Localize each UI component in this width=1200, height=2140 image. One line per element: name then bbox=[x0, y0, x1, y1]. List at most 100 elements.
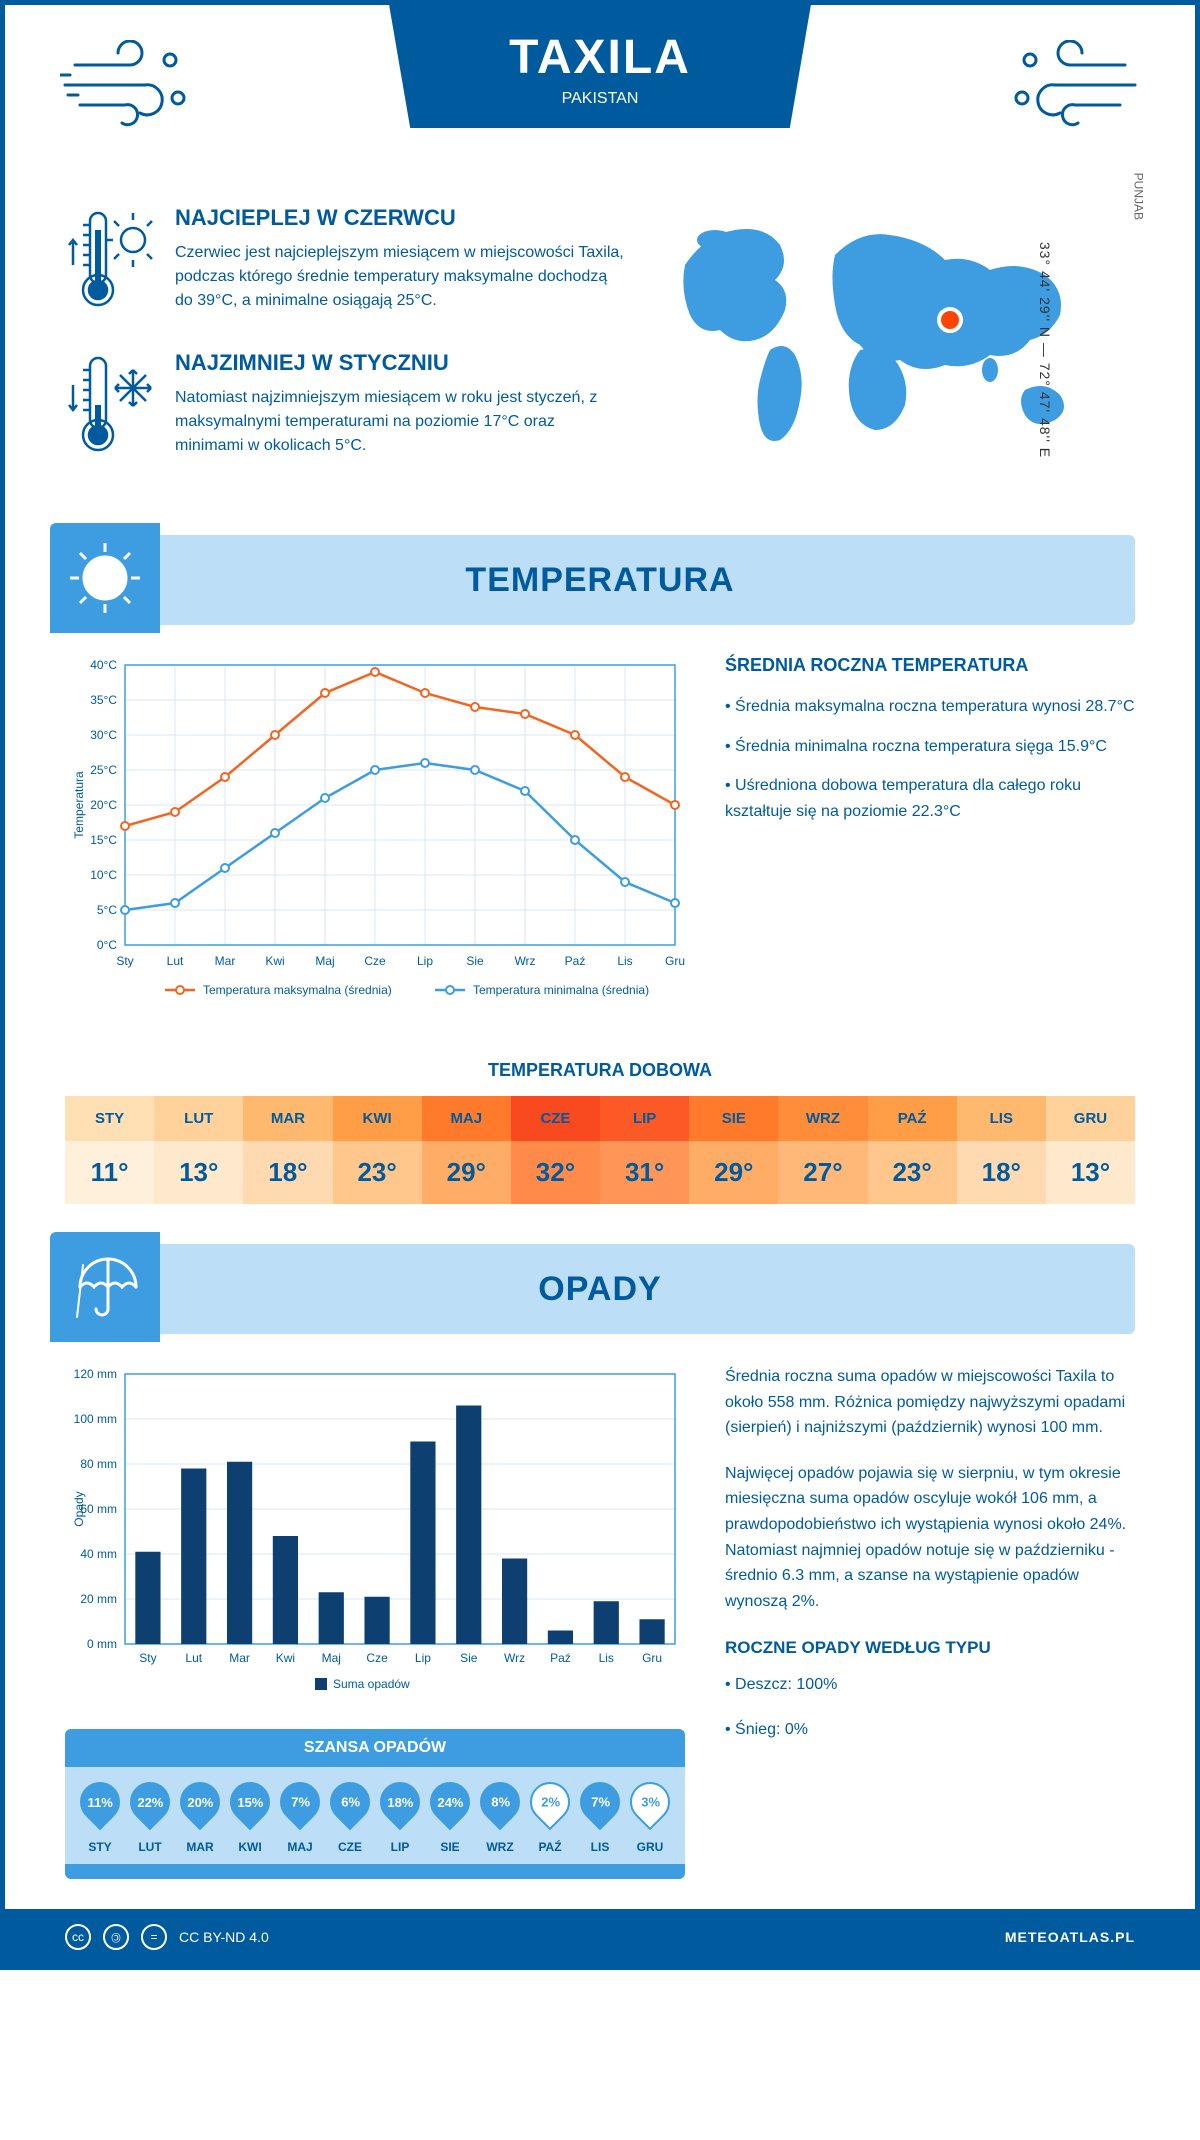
cc-icon: cc bbox=[65, 1924, 91, 1950]
svg-text:Lip: Lip bbox=[415, 1651, 431, 1665]
daily-temp-col: SIE29° bbox=[689, 1096, 778, 1204]
precip-type-2: • Śnieg: 0% bbox=[725, 1717, 1135, 1743]
chance-col: 24%SIE bbox=[425, 1782, 475, 1854]
svg-text:Lis: Lis bbox=[617, 954, 632, 968]
thermometer-hot-icon bbox=[65, 205, 155, 320]
daily-temp-title: TEMPERATURA DOBOWA bbox=[5, 1060, 1195, 1081]
chance-col: 6%CZE bbox=[325, 1782, 375, 1854]
avg-bullet-2: • Średnia minimalna roczna temperatura s… bbox=[725, 734, 1135, 760]
header: TAXILA PAKISTAN bbox=[5, 5, 1195, 185]
precipitation-chance-box: SZANSA OPADÓW 11%STY22%LUT20%MAR15%KWI7%… bbox=[65, 1729, 685, 1879]
precip-para-1: Średnia roczna suma opadów w miejscowośc… bbox=[725, 1364, 1135, 1441]
precipitation-title: OPADY bbox=[538, 1270, 661, 1309]
precip-para-2: Najwięcej opadów pojawia się w sierpniu,… bbox=[725, 1461, 1135, 1615]
warmest-block: NAJCIEPLEJ W CZERWCU Czerwiec jest najci… bbox=[65, 205, 625, 320]
avg-title: ŚREDNIA ROCZNA TEMPERATURA bbox=[725, 655, 1135, 676]
precipitation-text: Średnia roczna suma opadów w miejscowośc… bbox=[725, 1364, 1135, 1879]
daily-temp-col: STY11° bbox=[65, 1096, 154, 1204]
svg-text:Cze: Cze bbox=[366, 1651, 388, 1665]
svg-text:Gru: Gru bbox=[665, 954, 685, 968]
svg-text:Gru: Gru bbox=[642, 1651, 662, 1665]
svg-text:Wrz: Wrz bbox=[514, 954, 535, 968]
avg-bullet-1: • Średnia maksymalna roczna temperatura … bbox=[725, 694, 1135, 720]
svg-text:Paź: Paź bbox=[550, 1651, 571, 1665]
svg-text:30°C: 30°C bbox=[90, 728, 117, 742]
svg-text:20°C: 20°C bbox=[90, 798, 117, 812]
umbrella-icon bbox=[50, 1232, 160, 1342]
precipitation-body: 0 mm20 mm40 mm60 mm80 mm100 mm120 mmStyL… bbox=[5, 1344, 1195, 1909]
climate-summary: NAJCIEPLEJ W CZERWCU Czerwiec jest najci… bbox=[65, 205, 625, 495]
chance-col: 2%PAŹ bbox=[525, 1782, 575, 1854]
svg-text:Mar: Mar bbox=[229, 1651, 250, 1665]
svg-text:Paź: Paź bbox=[565, 954, 586, 968]
country-subtitle: PAKISTAN bbox=[509, 90, 691, 108]
wind-icon-right bbox=[1010, 40, 1140, 135]
city-title: TAXILA bbox=[509, 30, 691, 85]
chance-title: SZANSA OPADÓW bbox=[65, 1729, 685, 1767]
warmest-title: NAJCIEPLEJ W CZERWCU bbox=[175, 205, 625, 231]
sun-icon bbox=[50, 523, 160, 633]
daily-temp-col: GRU13° bbox=[1046, 1096, 1135, 1204]
svg-text:Sty: Sty bbox=[139, 1651, 156, 1665]
svg-text:Sty: Sty bbox=[116, 954, 133, 968]
svg-text:25°C: 25°C bbox=[90, 763, 117, 777]
license-text: CC BY-ND 4.0 bbox=[179, 1929, 269, 1945]
svg-text:15°C: 15°C bbox=[90, 833, 117, 847]
chance-col: 7%LIS bbox=[575, 1782, 625, 1854]
svg-text:0°C: 0°C bbox=[97, 938, 117, 952]
coldest-text: Natomiast najzimniejszym miesiącem w rok… bbox=[175, 386, 625, 458]
daily-temp-col: KWI23° bbox=[333, 1096, 422, 1204]
temperature-chart: 0°C5°C10°C15°C20°C25°C30°C35°C40°CStyLut… bbox=[65, 655, 685, 1020]
coordinates-label: 33° 44' 29'' N — 72° 47' 48'' E bbox=[1037, 242, 1053, 458]
svg-text:Temperatura maksymalna (średni: Temperatura maksymalna (średnia) bbox=[203, 983, 392, 997]
svg-text:Opady: Opady bbox=[72, 1491, 86, 1526]
avg-bullet-3: • Uśredniona dobowa temperatura dla całe… bbox=[725, 773, 1135, 824]
svg-text:100 mm: 100 mm bbox=[74, 1412, 117, 1426]
temperature-averages: ŚREDNIA ROCZNA TEMPERATURA • Średnia mak… bbox=[725, 655, 1135, 1020]
svg-text:Lis: Lis bbox=[599, 1651, 614, 1665]
intro-section: NAJCIEPLEJ W CZERWCU Czerwiec jest najci… bbox=[5, 185, 1195, 525]
chance-col: 7%MAJ bbox=[275, 1782, 325, 1854]
daily-temp-col: LUT13° bbox=[154, 1096, 243, 1204]
warmest-text: Czerwiec jest najcieplejszym miesiącem w… bbox=[175, 241, 625, 313]
temperature-body: 0°C5°C10°C15°C20°C25°C30°C35°C40°CStyLut… bbox=[5, 635, 1195, 1040]
daily-temp-col: MAJ29° bbox=[422, 1096, 511, 1204]
svg-text:Kwi: Kwi bbox=[265, 954, 284, 968]
daily-temp-grid: STY11°LUT13°MAR18°KWI23°MAJ29°CZE32°LIP3… bbox=[65, 1096, 1135, 1204]
chance-col: 11%STY bbox=[75, 1782, 125, 1854]
svg-text:Mar: Mar bbox=[215, 954, 236, 968]
thermometer-cold-icon bbox=[65, 350, 155, 465]
precip-type-1: • Deszcz: 100% bbox=[725, 1672, 1135, 1698]
temperature-title: TEMPERATURA bbox=[465, 561, 734, 600]
svg-text:80 mm: 80 mm bbox=[80, 1457, 117, 1471]
svg-text:Temperatura: Temperatura bbox=[72, 771, 86, 839]
svg-text:20 mm: 20 mm bbox=[80, 1592, 117, 1606]
svg-text:Lut: Lut bbox=[185, 1651, 202, 1665]
page: TAXILA PAKISTAN bbox=[0, 0, 1200, 1970]
chance-col: 18%LIP bbox=[375, 1782, 425, 1854]
daily-temp-col: MAR18° bbox=[243, 1096, 332, 1204]
precipitation-chart: 0 mm20 mm40 mm60 mm80 mm100 mm120 mmStyL… bbox=[65, 1364, 685, 1704]
daily-temp-col: LIS18° bbox=[957, 1096, 1046, 1204]
svg-text:Lut: Lut bbox=[167, 954, 184, 968]
svg-text:Kwi: Kwi bbox=[276, 1651, 295, 1665]
chance-col: 22%LUT bbox=[125, 1782, 175, 1854]
svg-text:Sie: Sie bbox=[466, 954, 484, 968]
svg-text:0 mm: 0 mm bbox=[87, 1637, 117, 1651]
world-map-panel: PUNJAB 33° 44' 29'' N — 72° 47' 48'' E bbox=[655, 205, 1135, 495]
title-banner: TAXILA PAKISTAN bbox=[389, 5, 811, 128]
temperature-section-header: TEMPERATURA bbox=[65, 535, 1135, 625]
footer: cc 🄯 = CC BY-ND 4.0 METEOATLAS.PL bbox=[5, 1909, 1195, 1965]
coldest-block: NAJZIMNIEJ W STYCZNIU Natomiast najzimni… bbox=[65, 350, 625, 465]
daily-temp-col: PAŹ23° bbox=[868, 1096, 957, 1204]
precipitation-left: 0 mm20 mm40 mm60 mm80 mm100 mm120 mmStyL… bbox=[65, 1364, 685, 1879]
svg-text:10°C: 10°C bbox=[90, 868, 117, 882]
svg-text:Lip: Lip bbox=[417, 954, 433, 968]
nd-icon: = bbox=[141, 1924, 167, 1950]
svg-text:40 mm: 40 mm bbox=[80, 1547, 117, 1561]
svg-text:Maj: Maj bbox=[322, 1651, 341, 1665]
license-block: cc 🄯 = CC BY-ND 4.0 bbox=[65, 1924, 269, 1950]
coldest-title: NAJZIMNIEJ W STYCZNIU bbox=[175, 350, 625, 376]
chance-col: 20%MAR bbox=[175, 1782, 225, 1854]
svg-text:Wrz: Wrz bbox=[504, 1651, 525, 1665]
